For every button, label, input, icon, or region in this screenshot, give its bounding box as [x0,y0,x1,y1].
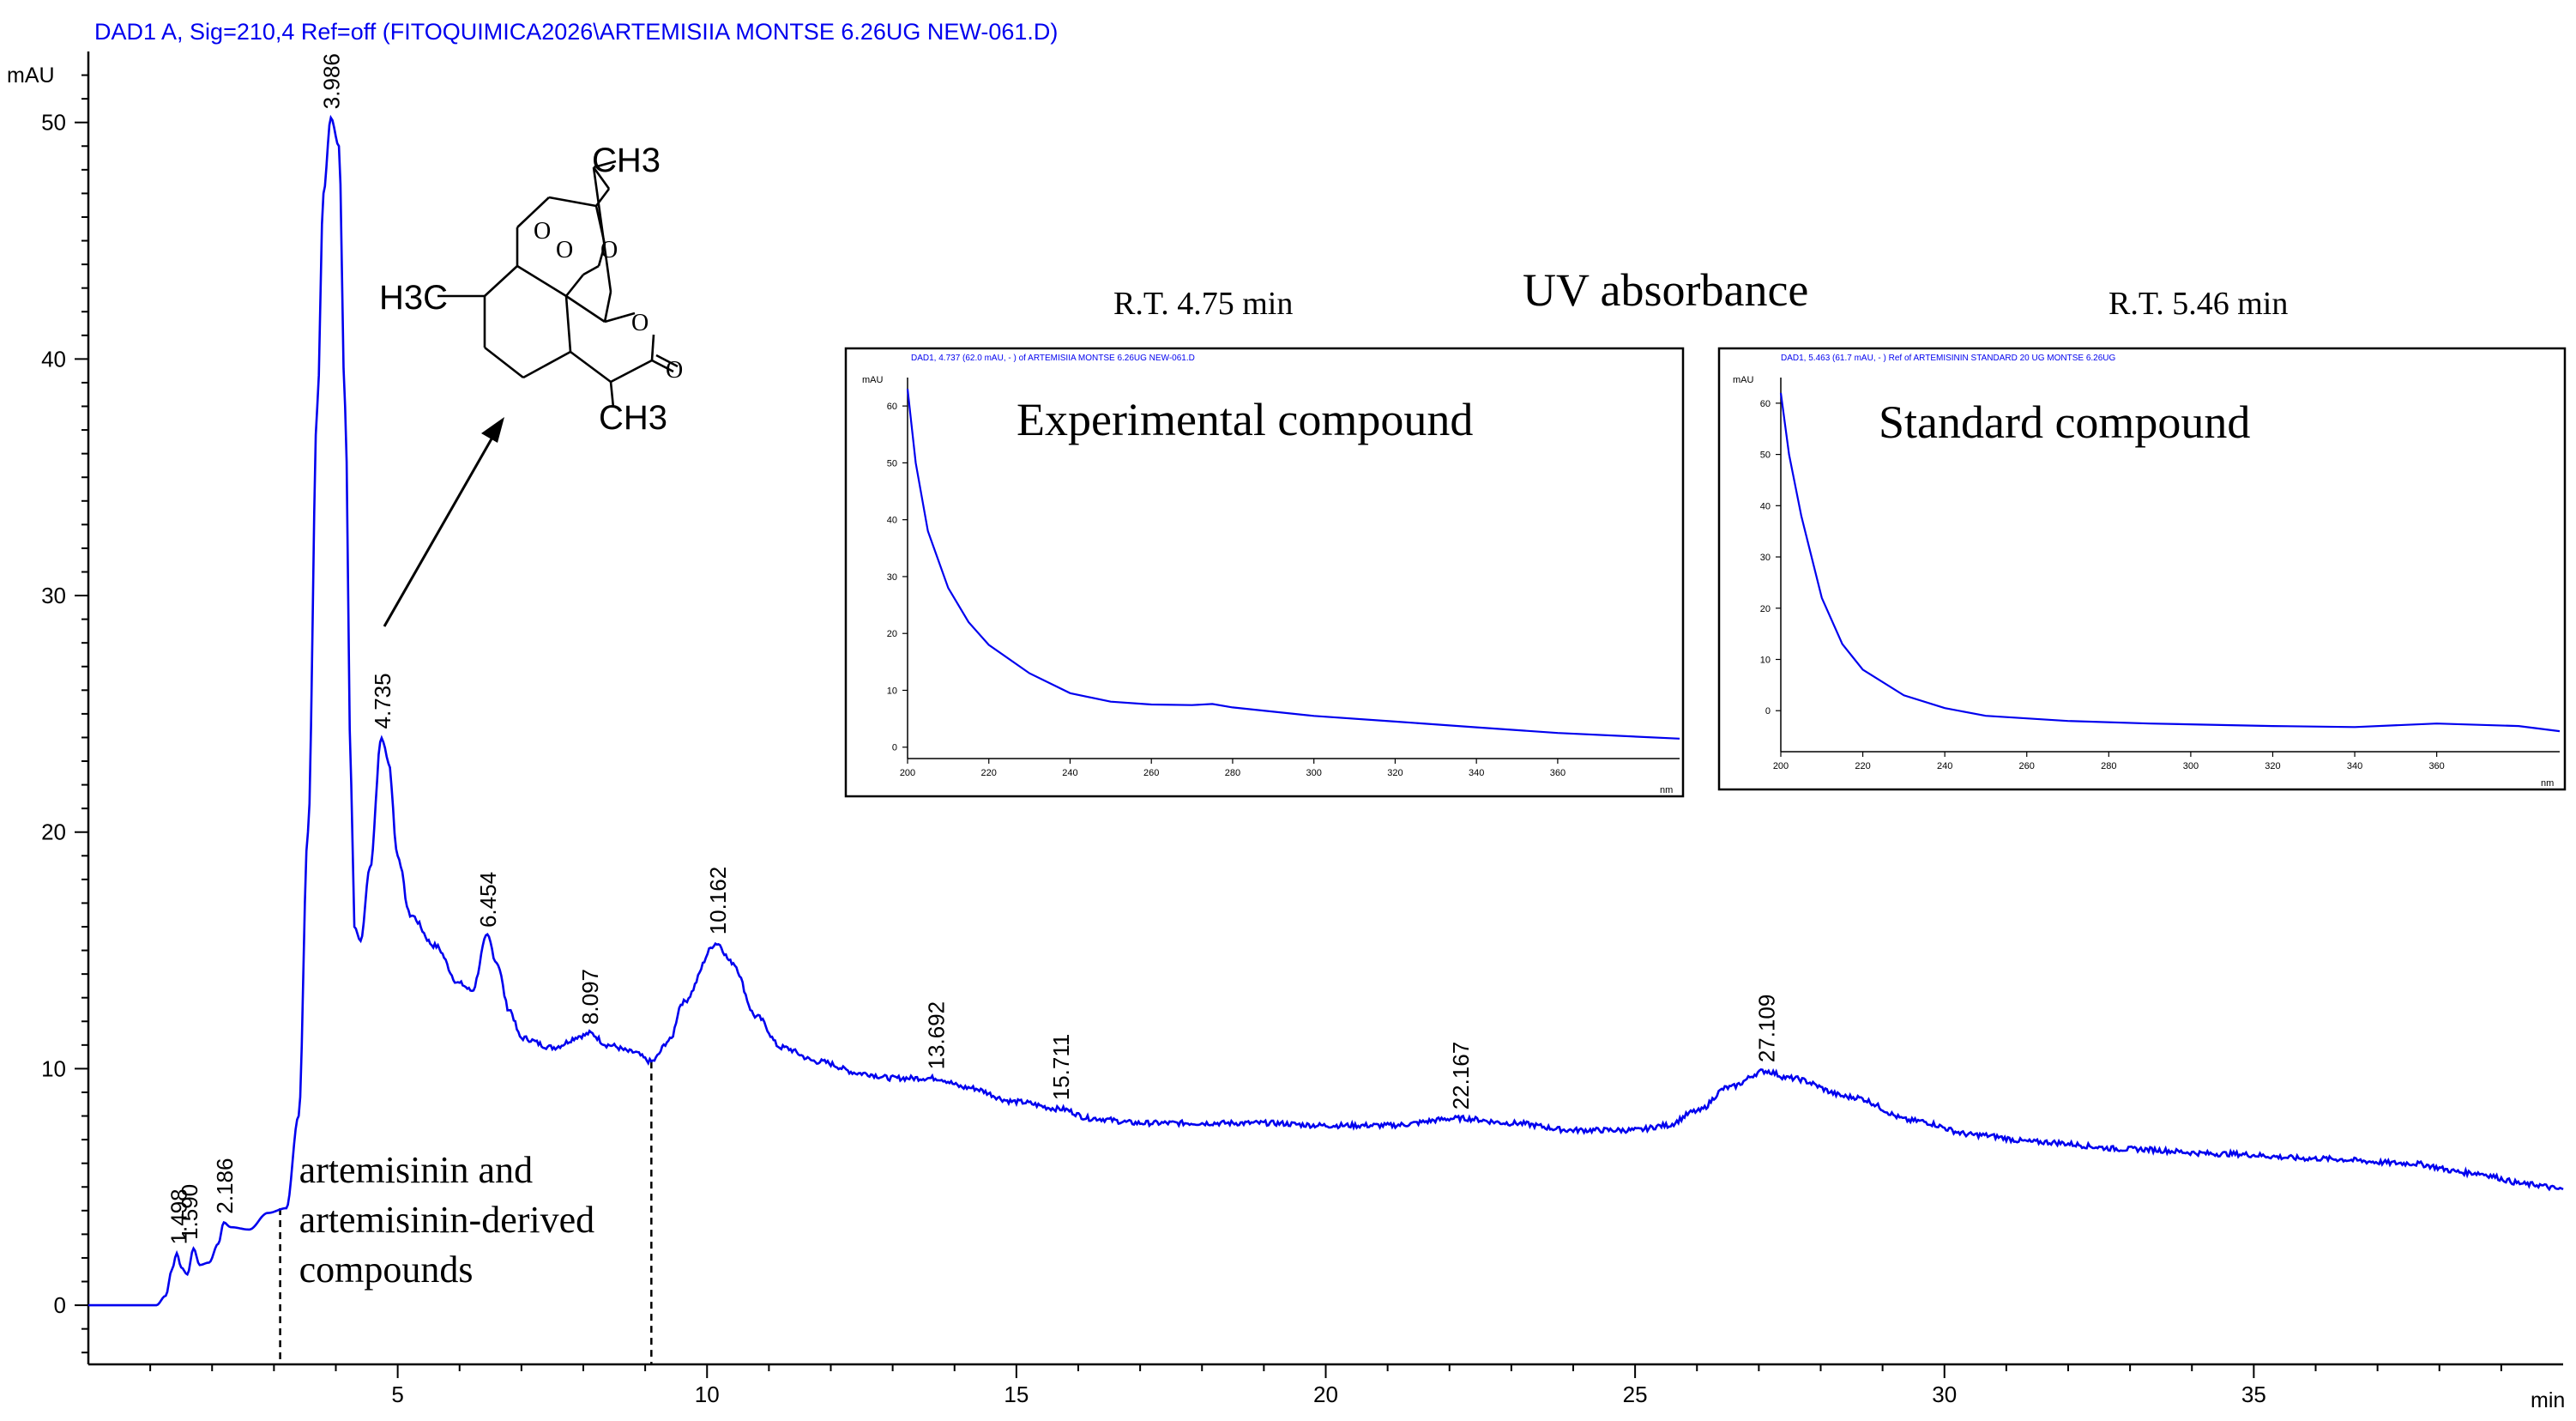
ring-oxygen-3: O [600,237,618,263]
peak-label: 15.711 [1048,1034,1074,1101]
region-label-line: compounds [299,1249,474,1291]
inset-caption: Standard compound [1879,396,2250,448]
inset-y-tick-label: 60 [1760,399,1771,409]
inset-spectrum-line [906,389,1680,740]
region-label-line: artemisinin and [299,1149,534,1191]
inset-x-tick-label: 200 [1773,761,1789,771]
x-tick-label: 25 [1623,1382,1648,1407]
inset-y-tick-label: 20 [887,629,897,639]
peak-label: 27.109 [1753,995,1779,1063]
peak-label: 2.186 [212,1158,238,1214]
inset-x-tick-label: 280 [1225,768,1240,778]
peak-label: 1.498 [166,1188,192,1244]
inset-ylabel: mAU [1733,375,1754,385]
inset-xunit: nm [1660,785,1673,795]
inset-x-tick-label: 240 [1062,768,1077,778]
structure-atom-labels: O O O O O [534,218,683,384]
x-tick-label: 10 [695,1382,720,1407]
peak-label: 22.167 [1448,1042,1474,1110]
inset-y-tick-label: 30 [1760,553,1771,563]
main-ticks: 0 10 20 30 40 50 5 10 15 20 25 30 35 [41,74,2502,1407]
inset-y-tick-label: 50 [887,458,897,469]
methyl-top-label: CH3 [592,142,661,179]
methyl-left-label: H3C [379,279,448,317]
region-markers: artemisinin and artemisinin-derived compou… [279,1061,653,1364]
inset-x-tick-label: 300 [1306,768,1322,778]
x-tick-label: 20 [1313,1382,1338,1407]
inset-rt-label: R.T. 4.75 min [1113,286,1293,322]
inset-standard: R.T. 5.46 min DAD1, 5.463 (61.7 mAU, - )… [1717,286,2567,791]
inset-frame [1717,347,2567,791]
series-line [88,114,2564,1307]
inset-x-tick-label: 280 [2101,761,2116,771]
y-tick-label: 40 [41,346,66,372]
peak-label: 13.692 [923,1001,949,1070]
inset-header: DAD1, 4.737 (62.0 mAU, - ) of ARTEMISIIA… [911,354,1195,363]
insets-title: UV absorbance [1523,264,1808,316]
peak-label: 6.454 [475,872,501,928]
structure-arrow [383,417,504,627]
inset-y-tick-label: 40 [887,516,897,526]
inset-x-tick-label: 260 [1143,768,1159,778]
y-tick-label: 20 [41,819,66,845]
inset-y-tick-label: 10 [1760,655,1771,665]
peak-label: 3.986 [319,53,345,109]
carbonyl-oxygen: O [666,357,683,384]
inset-y-tick-label: 60 [887,402,897,412]
y-tick-label: 0 [54,1292,66,1318]
inset-xunit: nm [2541,778,2554,789]
y-tick-label: 10 [41,1055,66,1081]
x-tick-label: 35 [2241,1382,2266,1407]
inset-x-tick-label: 320 [1387,768,1403,778]
region-label-line: artemisinin-derived [299,1199,595,1241]
y-axis-label: mAU [7,63,55,88]
inset-caption: Experimental compound [1017,394,1473,445]
ring-oxygen-4: O [631,310,649,336]
inset-axes: 0 10 20 30 40 50 60 200 220 240 260 280 300 320 340 360 [1760,378,2560,771]
inset-y-tick-label: 0 [892,743,897,753]
inset-x-tick-label: 320 [2265,761,2280,771]
peak-label: 1.590 [177,1184,202,1240]
x-tick-label: 5 [391,1382,403,1407]
y-tick-label: 30 [41,583,66,608]
inset-x-tick-label: 300 [2183,761,2199,771]
inset-x-tick-label: 360 [1550,768,1566,778]
methyl-bottom-label: CH3 [599,399,667,437]
peak-label: 10.162 [705,867,731,935]
inset-x-tick-label: 340 [1469,768,1484,778]
inset-ylabel: mAU [862,375,884,385]
inset-rt-label: R.T. 5.46 min [2108,286,2288,322]
inset-experimental: R.T. 4.75 min DAD1, 4.737 (62.0 mAU, - )… [844,286,1685,798]
x-tick-label: 15 [1004,1382,1029,1407]
artemisinin-structure [437,160,679,408]
inset-x-tick-label: 200 [900,768,915,778]
inset-y-tick-label: 10 [887,686,897,696]
inset-y-tick-label: 20 [1760,604,1771,614]
inset-y-tick-label: 30 [887,572,897,583]
inset-spectrum-line [1779,392,2561,733]
chart-header: DAD1 A, Sig=210,4 Ref=off (FITOQUIMICA20… [94,19,1058,45]
inset-y-tick-label: 40 [1760,501,1771,511]
inset-y-tick-label: 50 [1760,450,1771,461]
inset-y-tick-label: 0 [1765,706,1771,717]
inset-axes: 0 10 20 30 40 50 60 200 220 240 260 280 300 320 340 360 [887,378,1680,778]
x-axis-label: min [2531,1388,2565,1412]
ring-oxygen-1: O [534,218,551,245]
peak-label: 8.097 [577,969,603,1025]
inset-x-tick-label: 220 [981,768,997,778]
inset-x-tick-label: 260 [2019,761,2035,771]
structure-methyl-labels: CH3 H3C CH3 [379,142,667,437]
peak-label: 4.735 [370,673,395,729]
inset-x-tick-label: 360 [2428,761,2444,771]
ring-oxygen-2: O [556,237,573,263]
inset-frame [844,347,1685,798]
inset-header: DAD1, 5.463 (61.7 mAU, - ) Ref of ARTEMI… [1781,354,2116,363]
inset-x-tick-label: 240 [1937,761,1952,771]
x-tick-label: 30 [1932,1382,1957,1407]
y-tick-label: 50 [41,110,66,136]
inset-x-tick-label: 220 [1855,761,1870,771]
inset-x-tick-label: 340 [2347,761,2362,771]
